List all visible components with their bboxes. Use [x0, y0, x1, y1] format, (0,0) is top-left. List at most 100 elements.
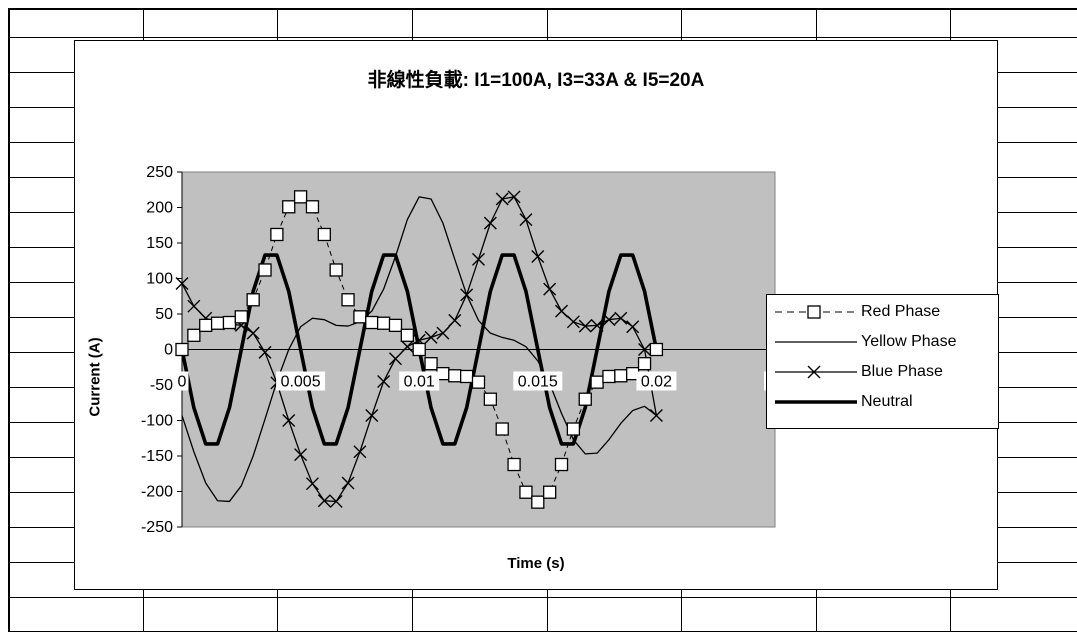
- red-phase-point: [424, 357, 438, 371]
- blue-phase-point: [294, 448, 308, 462]
- x-tick-label: 0.01: [404, 374, 435, 391]
- x-tick-label-bg: [399, 371, 440, 391]
- blue-phase-point: [448, 313, 462, 327]
- red-phase-point: [507, 457, 521, 472]
- legend-label-blue-phase: Blue Phase: [861, 363, 943, 380]
- red-phase-point: [495, 422, 509, 436]
- blue-phase-point: [282, 414, 296, 427]
- y-tick-label: -150: [141, 448, 173, 465]
- blue-phase-point: [305, 477, 319, 491]
- blue-phase-point: [602, 313, 616, 327]
- red-phase-point: [305, 200, 320, 214]
- legend-item-red-phase: Red Phase: [773, 297, 995, 327]
- blue-phase-point: [519, 213, 533, 227]
- blue-phase-point: [436, 326, 450, 340]
- blue-phase-point: [614, 311, 628, 325]
- red-phase-point: [590, 375, 604, 389]
- blue-phase-point: [365, 409, 379, 423]
- blue-phase-point: [495, 192, 509, 206]
- red-phase-point: [341, 293, 355, 307]
- y-tick-label: 50: [155, 306, 173, 323]
- series-line-red-phase: [181, 196, 657, 503]
- legend-label-neutral: Neutral: [861, 393, 913, 410]
- blue-phase-point: [507, 190, 521, 204]
- blue-phase-point: [566, 315, 580, 329]
- legend-swatch-yellow-phase: [775, 341, 857, 343]
- blue-phase-point: [187, 299, 201, 313]
- blue-phase-point: [578, 319, 592, 333]
- red-phase-point: [329, 263, 343, 277]
- blue-phase-point: [341, 476, 355, 490]
- red-phase-point: [353, 310, 367, 324]
- red-phase-point: [566, 422, 581, 436]
- red-phase-point: [649, 342, 664, 357]
- blue-phase-point: [531, 249, 545, 263]
- blue-phase-point: [626, 320, 640, 334]
- legend-swatch-red-phase: [775, 305, 857, 319]
- red-phase-point: [459, 369, 474, 384]
- x-tick-label: 0.005: [281, 374, 321, 391]
- x-tick-label: 0: [178, 374, 187, 391]
- blue-phase-point: [590, 318, 604, 332]
- blue-phase-point: [472, 252, 485, 266]
- x-axis-title: Time (s): [507, 555, 565, 572]
- series-line-yellow-phase: [181, 196, 657, 503]
- blue-phase-point: [638, 343, 652, 356]
- red-phase-point: [199, 318, 213, 333]
- legend-swatch-neutral: [775, 400, 857, 404]
- blue-phase-point: [649, 409, 663, 423]
- y-axis-title: Current (A): [86, 337, 104, 417]
- red-phase-point: [258, 263, 272, 277]
- red-phase-point: [471, 375, 486, 389]
- blue-phase-point: [175, 276, 189, 290]
- red-phase-point: [519, 485, 533, 499]
- x-tick-label-bg: [175, 371, 189, 391]
- y-tick-label: -250: [141, 519, 173, 536]
- red-phase-point: [293, 190, 308, 204]
- y-tick-label: -200: [141, 484, 173, 501]
- chart-canvas: 250 200 150 100 50 0 -50 -100 -150 -200 -250 0 0.005…: [141, 164, 999, 536]
- blue-phase-point: [317, 494, 331, 508]
- blue-phase-point: [400, 340, 414, 354]
- legend-item-blue-phase: Blue Phase: [773, 357, 995, 387]
- marker-layer: [175, 190, 664, 509]
- y-tick-label: 250: [146, 164, 173, 181]
- blue-phase-point: [424, 330, 438, 344]
- red-phase-point: [175, 342, 189, 357]
- red-phase-point: [222, 315, 237, 330]
- blue-phase-point: [555, 304, 569, 318]
- legend-label-yellow-phase: Yellow Phase: [861, 333, 957, 350]
- red-phase-point: [448, 369, 462, 383]
- red-phase-point: [317, 227, 331, 242]
- chart-area[interactable]: 250 200 150 100 50 0 -50 -100 -150 -200 -250 0 0.005…: [74, 40, 999, 590]
- x-tick-label-bg: [276, 371, 326, 391]
- y-tick-label: 150: [146, 235, 173, 252]
- red-phase-point: [210, 316, 225, 330]
- legend[interactable]: Red Phase Yellow Phase Blue Phase Neutra…: [766, 294, 999, 429]
- blue-phase-point: [460, 288, 474, 302]
- y-tick-label: 0: [164, 342, 173, 359]
- tick-labels: 250 200 150 100 50 0 -50 -100 -150 -200 -250 0 0.005…: [141, 164, 786, 536]
- red-phase-point: [234, 310, 248, 324]
- blue-phase-point: [483, 216, 497, 230]
- red-phase-point: [483, 392, 498, 406]
- y-tick-label: -100: [141, 413, 173, 430]
- red-phase-point: [365, 315, 379, 330]
- x-tick-label: 0.015: [518, 374, 558, 391]
- red-phase-point: [388, 318, 403, 333]
- red-phase-point: [270, 227, 284, 242]
- red-phase-point: [187, 328, 201, 342]
- red-phase-point: [602, 369, 616, 384]
- red-phase-point: [637, 357, 652, 371]
- blue-phase-point: [377, 374, 391, 388]
- red-phase-point: [543, 485, 557, 499]
- y-tick-label: -50: [150, 377, 173, 394]
- y-tick-label: 100: [146, 271, 173, 288]
- x-tick-label-bg: [636, 371, 677, 391]
- legend-item-yellow-phase: Yellow Phase: [773, 327, 995, 357]
- y-tick-label: 200: [146, 200, 173, 217]
- blue-phase-point: [543, 282, 557, 296]
- legend-label-red-phase: Red Phase: [861, 303, 941, 320]
- y-axis-title-wrap: Current (A): [85, 337, 105, 416]
- red-phase-point: [376, 316, 391, 330]
